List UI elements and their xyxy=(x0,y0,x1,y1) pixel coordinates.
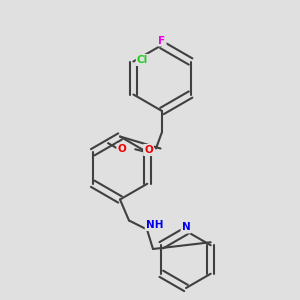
Text: O: O xyxy=(117,144,126,154)
Text: NH: NH xyxy=(146,220,163,230)
Text: F: F xyxy=(158,35,166,46)
Text: O: O xyxy=(144,145,153,155)
Text: N: N xyxy=(182,222,190,233)
Text: Cl: Cl xyxy=(137,55,148,65)
